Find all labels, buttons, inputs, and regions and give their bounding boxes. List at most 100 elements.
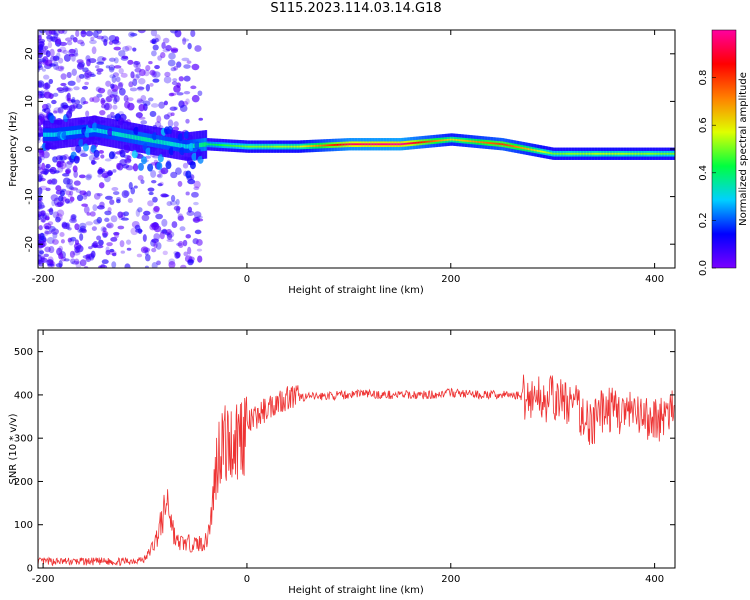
- spectrogram-cell: [579, 152, 582, 155]
- spectrogram-cell: [119, 132, 122, 137]
- spectrogram-cell: [38, 63, 41, 69]
- spectrogram-cell: [197, 255, 203, 263]
- spectrogram-cell: [604, 152, 607, 155]
- spectrogram-cell: [231, 144, 234, 147]
- spectrogram-cell: [637, 152, 640, 155]
- spectrogram-cell: [145, 147, 152, 156]
- spectrogram-cell: [62, 104, 68, 111]
- spectrogram-cell: [246, 145, 249, 148]
- spectrogram-cell: [151, 262, 158, 268]
- spectrogram-cell: [153, 138, 156, 144]
- spectrogram-cell: [312, 145, 315, 147]
- spectrogram-cell: [40, 170, 48, 175]
- spectrogram-cell: [174, 142, 177, 147]
- spectrogram-cell: [452, 138, 455, 141]
- spectrogram-cell: [158, 101, 165, 109]
- spectrogram-cell: [48, 245, 55, 254]
- spectrogram-cell: [69, 130, 72, 136]
- spectrogram-cell: [393, 143, 396, 146]
- spectrogram-cell: [72, 250, 81, 256]
- spectrogram-cell: [38, 61, 42, 65]
- spectrogram-cell: [105, 130, 108, 135]
- spectrogram-cell: [491, 142, 494, 145]
- spectrogram-cell: [108, 57, 116, 62]
- spectrogram-cell: [89, 39, 97, 45]
- spectrogram-cell: [149, 110, 157, 117]
- spectrogram-cell: [177, 213, 184, 221]
- spectrogram-cell: [402, 143, 405, 145]
- spectrogram-cell: [162, 140, 165, 145]
- spectrogram-cell: [594, 152, 597, 155]
- spectrogram-cell: [561, 152, 564, 155]
- spectrogram-cell: [316, 144, 319, 147]
- spectrogram-cell: [137, 174, 144, 181]
- spectrogram-cell: [243, 145, 246, 148]
- spectrogram-cell: [168, 141, 171, 146]
- spectrogram-cell: [640, 152, 643, 155]
- spectrogram-cell: [269, 145, 272, 148]
- spectrogram-x-tick-label: 400: [645, 274, 664, 285]
- spectrogram-cell: [370, 143, 373, 146]
- spectrogram-cell: [135, 209, 141, 217]
- spectrogram-cell: [585, 152, 588, 155]
- spectrogram-cell: [38, 194, 43, 202]
- spectrogram-cell: [578, 152, 581, 155]
- spectrogram-cell: [168, 260, 176, 268]
- spectrogram-cell: [520, 146, 523, 149]
- spectrogram-cell: [57, 48, 62, 53]
- spectrogram-cell: [628, 152, 631, 155]
- spectrogram-cell: [605, 152, 608, 155]
- spectrogram-cell: [114, 94, 120, 103]
- spectrogram-cell: [105, 65, 111, 69]
- spectrogram-cell: [38, 166, 42, 171]
- spectrogram-cell: [416, 141, 419, 144]
- spectrogram-cell: [99, 128, 102, 134]
- spectrogram-cell: [98, 182, 105, 189]
- spectrogram-cell: [102, 129, 105, 134]
- spectrogram-cell: [38, 93, 43, 99]
- spectrogram-cell: [112, 169, 117, 173]
- spectrogram-cell: [122, 46, 130, 52]
- spectrogram-cell: [58, 57, 64, 64]
- spectrogram-cell: [49, 115, 56, 124]
- spectrogram-cell: [466, 140, 469, 142]
- colorbar-frame: [711, 29, 737, 269]
- spectrogram-cell: [138, 104, 145, 112]
- spectrogram-cell: [150, 103, 159, 108]
- spectrogram-cell: [55, 185, 62, 192]
- spectrogram-cell: [47, 208, 54, 213]
- spectrogram-cell: [368, 143, 371, 146]
- spectrogram-cell: [50, 55, 58, 62]
- spectrogram-cell: [127, 134, 130, 139]
- spectrogram-cell: [108, 64, 116, 71]
- spectrogram-cell: [131, 134, 134, 140]
- spectrogram-cell: [114, 232, 119, 239]
- spectrogram-cell: [44, 246, 51, 253]
- spectrogram-cell: [414, 141, 417, 144]
- spectrogram-cell: [65, 161, 73, 169]
- spectrogram-cell: [62, 85, 69, 93]
- spectrogram-cell: [38, 248, 44, 257]
- spectrogram-cell: [177, 240, 184, 249]
- colorbar-tick-label: 0.2: [698, 212, 709, 228]
- snr-x-ticks: -200 0 200 400: [32, 330, 664, 585]
- spectrogram-cell: [654, 152, 657, 155]
- spectrogram-cell: [170, 30, 178, 34]
- spectrogram-cell: [157, 173, 163, 179]
- spectrogram-cell: [221, 144, 224, 147]
- spectrogram-cell: [338, 143, 341, 146]
- spectrogram-cell: [429, 140, 432, 143]
- spectrogram-cell: [101, 172, 109, 179]
- spectrogram-cell: [90, 128, 93, 133]
- spectrogram-cell: [523, 147, 526, 150]
- spectrogram-cell: [636, 152, 639, 155]
- spectrogram-cell: [55, 66, 64, 72]
- spectrogram-cell: [660, 152, 663, 155]
- spectrogram-cell: [185, 191, 190, 196]
- spectrogram-cell: [556, 152, 559, 155]
- spectrogram-cell: [272, 145, 275, 148]
- spectrogram-cell: [153, 205, 160, 213]
- spectrogram-cell: [572, 152, 575, 155]
- spectrogram-cell: [617, 152, 620, 155]
- spectrogram-cell: [582, 152, 585, 155]
